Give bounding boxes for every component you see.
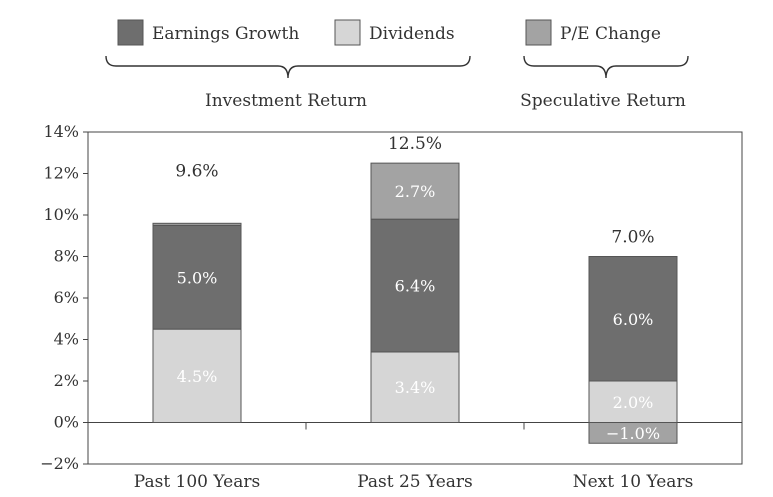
bar-segment-earnings-growth <box>152 224 242 330</box>
bar-segment-p-e-change <box>152 222 242 226</box>
data-label: 2.7% <box>395 182 436 201</box>
y-tick-label: 10% <box>43 205 79 224</box>
y-tick-label: 6% <box>54 288 79 307</box>
data-label: 2.0% <box>613 393 654 412</box>
legend-label-pe: P/E Change <box>560 24 661 44</box>
bar-segment-dividends <box>370 351 460 424</box>
y-tick-label: −2% <box>40 454 79 473</box>
y-tick-label: 14% <box>43 122 79 141</box>
y-tick-label: 12% <box>43 164 79 183</box>
group-label-speculative-return: Speculative Return <box>520 91 686 111</box>
data-label: −1.0% <box>606 424 660 443</box>
total-label: 7.0% <box>611 228 654 248</box>
x-category-label: Past 25 Years <box>357 472 473 492</box>
data-label: 6.4% <box>395 277 436 296</box>
y-tick-label: 0% <box>54 413 79 432</box>
bar-segment-p-e-change <box>370 162 460 220</box>
x-category-label: Past 100 Years <box>134 472 260 492</box>
total-label: 12.5% <box>388 134 442 154</box>
bar-segment-p-e-change <box>588 422 678 444</box>
y-tick-label: 8% <box>54 247 79 266</box>
group-label-investment-return: Investment Return <box>205 91 367 111</box>
data-label: 5.0% <box>177 268 218 287</box>
legend-label-dividends: Dividends <box>369 24 455 44</box>
investment-return-brace <box>105 55 471 79</box>
legend-swatch-dividends <box>334 19 361 46</box>
y-tick-label: 4% <box>54 330 79 349</box>
data-label: 4.5% <box>177 367 218 386</box>
total-label: 9.6% <box>175 161 218 181</box>
data-label: 0.1% <box>177 196 218 215</box>
legend-label-earnings: Earnings Growth <box>152 24 299 44</box>
bar-segment-dividends <box>152 328 242 423</box>
y-tick-label: 2% <box>54 371 79 390</box>
bar-segment-earnings-growth <box>370 218 460 353</box>
bar-segment-earnings-growth <box>588 256 678 382</box>
speculative-return-brace <box>523 55 689 79</box>
data-label: 3.4% <box>395 378 436 397</box>
data-label: 6.0% <box>613 310 654 329</box>
legend-swatch-earnings <box>117 19 144 46</box>
x-category-label: Next 10 Years <box>573 472 694 492</box>
legend-swatch-pe <box>525 19 552 46</box>
